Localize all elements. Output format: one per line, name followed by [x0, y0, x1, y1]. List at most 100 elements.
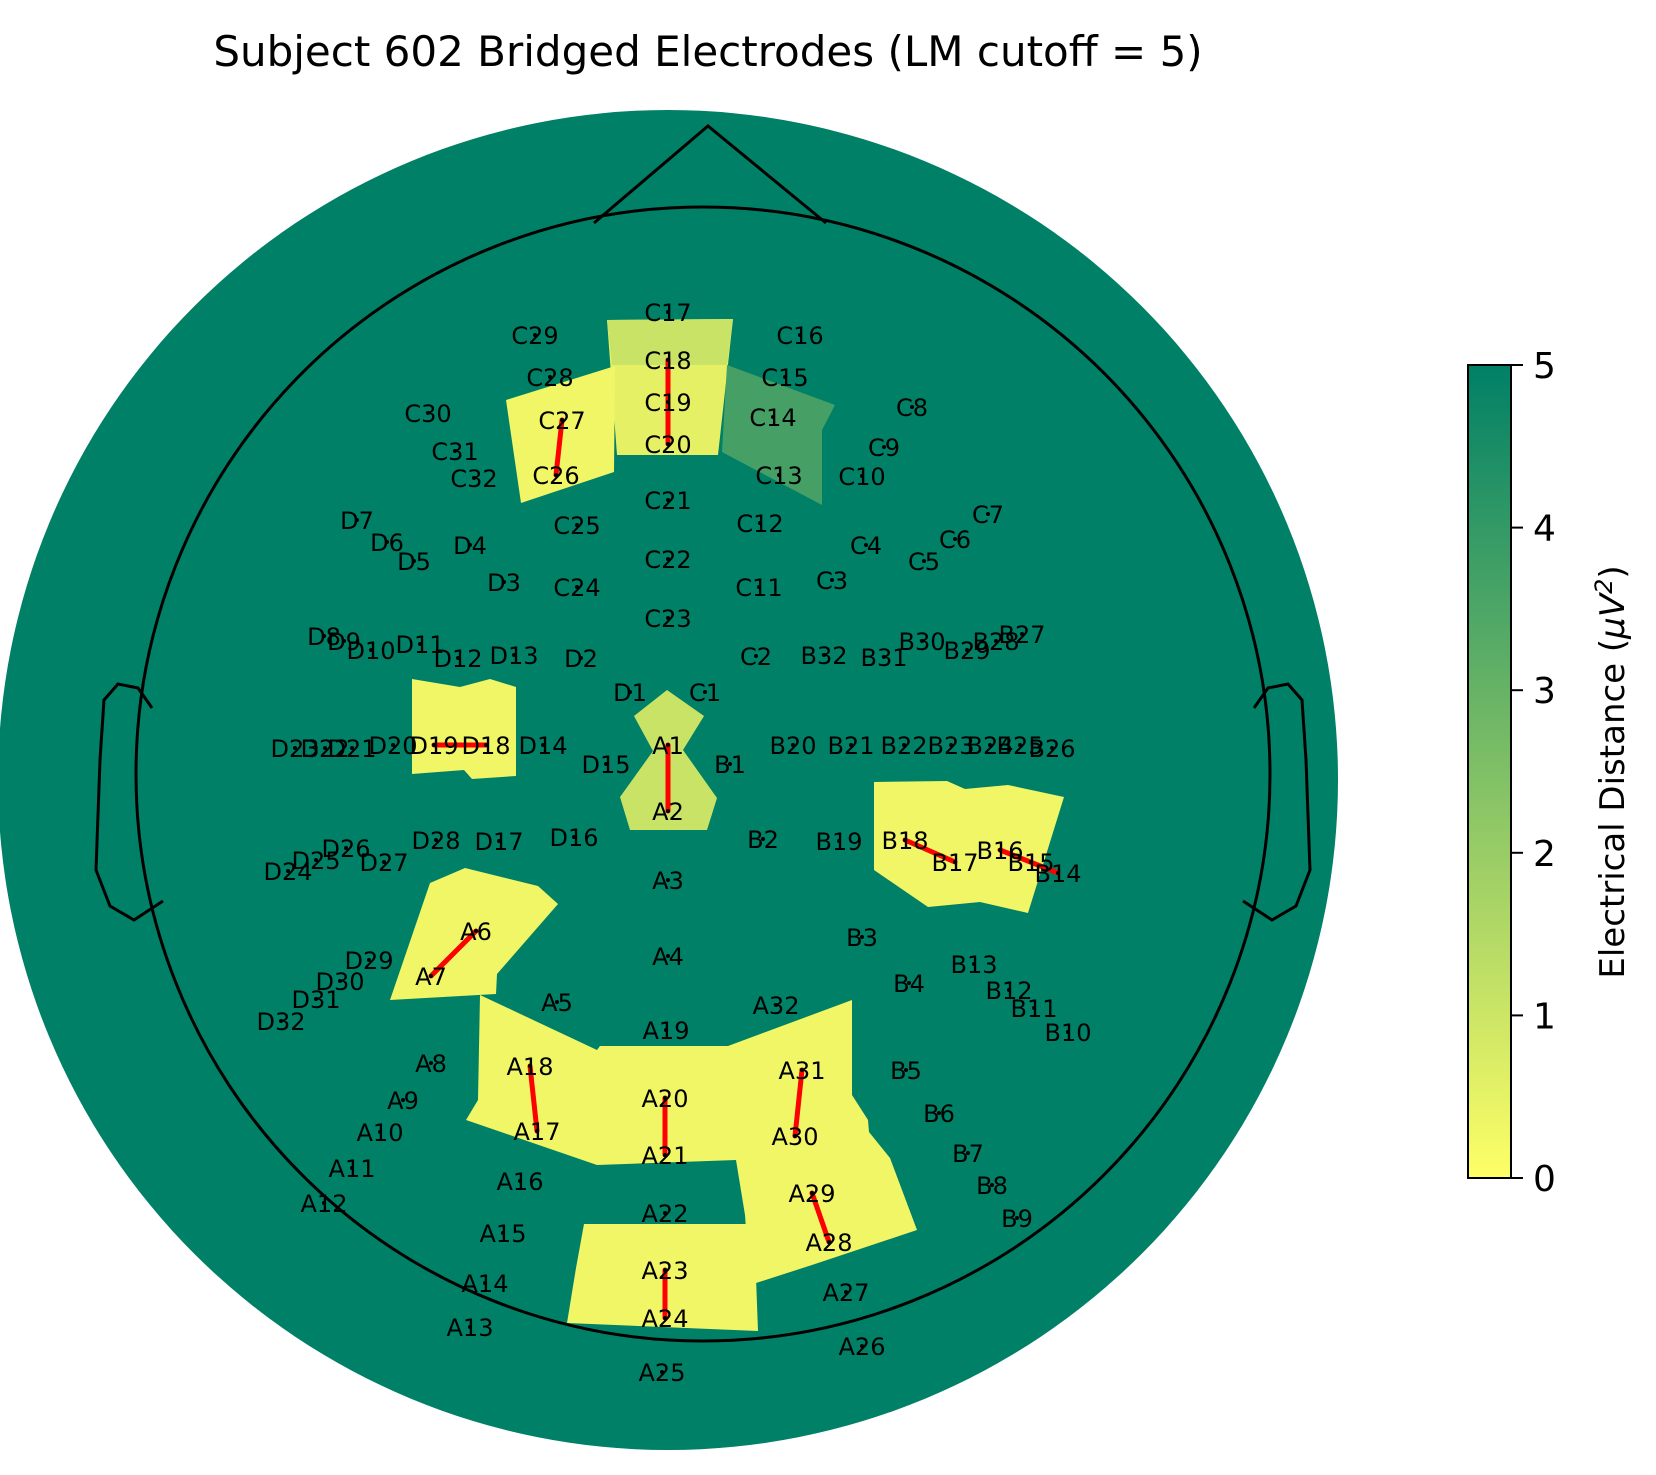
electrode-label-c13: C13	[755, 462, 802, 490]
electrode-marker-a7	[429, 974, 433, 978]
electrode-marker-d16	[572, 835, 576, 839]
electrode-label-d11: D11	[395, 631, 444, 659]
electrode-marker-a26	[860, 1344, 864, 1348]
electrode-marker-b1	[728, 762, 732, 766]
electrode-label-c15: C15	[761, 364, 808, 392]
electrode-marker-a2	[666, 809, 670, 813]
bridge-patch-b18-b14	[874, 781, 1064, 913]
electrode-label-c26: C26	[532, 462, 579, 490]
colorbar-tick-label: 1	[1533, 996, 1556, 1037]
electrode-marker-b16	[998, 848, 1002, 852]
electrode-label-a4: A4	[652, 943, 684, 971]
electrode-marker-b21	[849, 743, 853, 747]
electrode-marker-c4	[864, 543, 868, 547]
electrode-label-d26: D26	[321, 835, 370, 863]
electrode-marker-d10	[369, 648, 373, 652]
electrode-marker-a3	[666, 878, 670, 882]
electrode-label-a6: A6	[460, 918, 492, 946]
electrode-marker-d4	[468, 543, 472, 547]
electrode-label-d21: D21	[327, 735, 376, 763]
bridge-line-b16-b14	[997, 847, 1061, 876]
electrode-label-b14: B14	[1034, 860, 1081, 888]
electrode-marker-a16	[518, 1179, 522, 1183]
electrode-label-d1: D1	[613, 679, 647, 707]
electrode-label-c4: C4	[850, 532, 882, 560]
electrode-label-b24: B24	[966, 732, 1013, 760]
right-ear-outline	[1242, 682, 1312, 922]
electrode-label-a26: A26	[839, 1333, 886, 1361]
electrode-label-b10: B10	[1044, 1019, 1091, 1047]
bridge-line-c27-c26	[553, 417, 565, 478]
electrode-label-b22: B22	[880, 732, 927, 760]
electrode-label-a3: A3	[652, 867, 684, 895]
electrode-marker-d30	[338, 979, 342, 983]
electrode-marker-a29	[810, 1191, 814, 1195]
electrode-label-a18: A18	[507, 1053, 554, 1081]
colorbar-tick-label: 2	[1533, 834, 1556, 875]
electrode-marker-b22	[902, 743, 906, 747]
electrode-label-b9: B9	[1001, 1205, 1033, 1233]
electrode-label-d16: D16	[549, 824, 598, 852]
electrode-marker-b6	[937, 1111, 941, 1115]
electrode-marker-d6	[385, 540, 389, 544]
electrode-label-b8: B8	[976, 1172, 1008, 1200]
electrode-label-c11: C11	[735, 574, 782, 602]
electrode-marker-b23	[949, 743, 953, 747]
electrode-marker-b4	[907, 981, 911, 985]
electrode-marker-a21	[663, 1153, 667, 1157]
electrode-marker-c17	[666, 310, 670, 314]
electrode-marker-c1	[703, 690, 707, 694]
electrode-marker-a31	[800, 1068, 804, 1072]
electrode-label-b19: B19	[815, 828, 862, 856]
electrode-marker-c28	[548, 375, 552, 379]
electrode-marker-c29	[533, 333, 537, 337]
electrode-label-b4: B4	[893, 970, 925, 998]
head-outline	[94, 124, 1312, 1343]
electrode-marker-b11	[1032, 1006, 1036, 1010]
electrode-marker-d2	[579, 656, 583, 660]
bridge-patch-c14-c13	[722, 365, 835, 505]
bridge-patch-c18-c19	[607, 319, 733, 365]
electrode-label-c18: C18	[644, 347, 691, 375]
left-ear-outline	[94, 682, 164, 922]
electrode-marker-a32	[774, 1003, 778, 1007]
electrode-marker-d31	[314, 997, 318, 1001]
electrode-marker-d13	[512, 653, 516, 657]
electrode-label-b21: B21	[827, 732, 874, 760]
electrode-label-a2: A2	[652, 798, 684, 826]
electrode-marker-c16	[798, 333, 802, 337]
electrode-marker-c10	[860, 474, 864, 478]
electrode-marker-c9	[882, 445, 886, 449]
electrode-marker-b5	[904, 1068, 908, 1072]
electrode-marker-a8	[429, 1061, 433, 1065]
electrode-label-c3: C3	[816, 567, 848, 595]
electrode-marker-c8	[910, 405, 914, 409]
electrode-label-c30: C30	[404, 400, 451, 428]
electrode-marker-b27	[1020, 632, 1024, 636]
electrode-marker-d32	[279, 1019, 283, 1023]
electrode-label-b30: B30	[898, 628, 945, 656]
electrode-marker-d18	[484, 743, 488, 747]
electrode-marker-c30	[426, 411, 430, 415]
electrode-marker-a6	[474, 929, 478, 933]
electrode-marker-d12	[456, 656, 460, 660]
electrode-marker-a22	[663, 1211, 667, 1215]
bridge-line-a6-a7	[428, 928, 479, 979]
electrode-label-d29: D29	[344, 947, 393, 975]
electrode-label-d30: D30	[315, 968, 364, 996]
electrode-marker-c5	[922, 559, 926, 563]
electrode-label-d8: D8	[307, 623, 341, 651]
electrode-label-c14: C14	[749, 404, 796, 432]
electrode-label-a8: A8	[415, 1050, 447, 1078]
colorbar-tick-label: 3	[1533, 671, 1556, 712]
electrode-marker-d15	[604, 762, 608, 766]
electrode-marker-b14	[1056, 871, 1060, 875]
electrode-marker-d7	[355, 518, 359, 522]
electrode-marker-c31	[453, 449, 457, 453]
electrode-label-c8: C8	[896, 394, 928, 422]
bridge-patch-d19-d18	[412, 679, 516, 779]
electrode-marker-c18	[666, 358, 670, 362]
electrode-label-b1: B1	[714, 751, 746, 779]
electrode-label-b17: B17	[931, 849, 978, 877]
electrode-marker-a19	[664, 1028, 668, 1032]
